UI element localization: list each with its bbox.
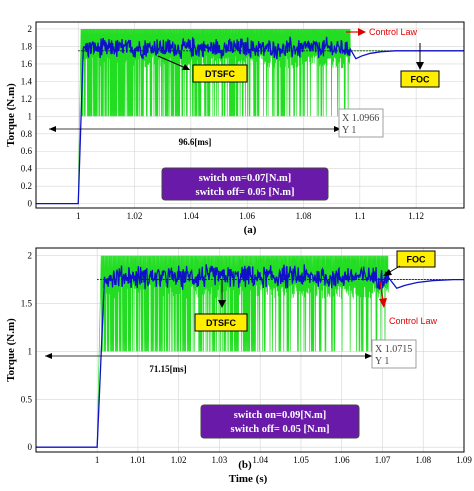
dtsfc-label-a: DTSFC bbox=[205, 69, 235, 79]
blue-torque-line bbox=[36, 36, 464, 205]
y-tick-label: 1 bbox=[28, 346, 33, 356]
switch-box-b bbox=[200, 404, 360, 439]
plot-frame-a bbox=[35, 21, 465, 209]
foc-label-box-a bbox=[400, 70, 440, 88]
x-tick-label: 1.08 bbox=[296, 211, 312, 221]
y-axis-label-b: Torque (N.m) bbox=[5, 318, 17, 382]
x-tick-label: 1.02 bbox=[127, 211, 143, 221]
datatip-box-a bbox=[338, 108, 384, 138]
datatip-x-a: X 1.0966 bbox=[342, 113, 379, 124]
measure-arrowhead-right-a bbox=[334, 126, 341, 132]
foc-arrowhead-b bbox=[383, 269, 392, 276]
datatip-box-b bbox=[371, 339, 417, 369]
dtsfc-label-box-a bbox=[192, 64, 248, 83]
y-tick-label: 0.6 bbox=[21, 146, 33, 156]
measure-arrowhead-left-a bbox=[49, 126, 56, 132]
foc-label-b: FOC bbox=[407, 255, 426, 265]
y-tick-label: 1.8 bbox=[21, 41, 33, 51]
dtsfc-label-box-b bbox=[194, 313, 248, 332]
x-tick-label: 1.02 bbox=[171, 455, 187, 465]
switch-off-b: switch off= 0.05 [N.m] bbox=[230, 424, 329, 435]
x-tick-label: 1.09 bbox=[456, 455, 472, 465]
y-tick-label: 0.4 bbox=[21, 164, 33, 174]
blue-torque-line bbox=[36, 264, 464, 448]
y-tick-label: 2 bbox=[28, 251, 33, 261]
panel-b: 1 1.01 1.02 1.03 1.04 1.05 1.06 1.07 1.08 1.09 00… bbox=[5, 247, 472, 485]
y-tick-label: 0 bbox=[28, 199, 33, 209]
control-law-arrow-line-b bbox=[379, 281, 384, 302]
x-tick-label: 1.06 bbox=[334, 455, 350, 465]
dtsfc-arrowhead-a bbox=[182, 64, 190, 70]
datatip-x-b: X 1.0715 bbox=[375, 344, 412, 355]
dtsfc-arrow-line-a bbox=[157, 55, 189, 70]
control-law-arrowhead-a bbox=[358, 28, 366, 36]
y-tick-label: 1.5 bbox=[21, 299, 33, 309]
x-ticks-b: 1 1.01 1.02 1.03 1.04 1.05 1.06 1.07 1.08 1.09 bbox=[95, 455, 472, 465]
datatip-y-b: Y 1 bbox=[375, 356, 389, 367]
caption-a: (a) bbox=[244, 224, 257, 236]
plot-frame-b bbox=[35, 247, 465, 453]
control-law-label-a: Control Law bbox=[369, 27, 418, 37]
caption-b: (b) bbox=[238, 459, 252, 471]
x-tick-label: 1.06 bbox=[239, 211, 255, 221]
blue-torque-b bbox=[36, 264, 464, 448]
switch-box-a bbox=[161, 167, 329, 201]
x-tick-label: 1.03 bbox=[212, 455, 228, 465]
foc-label-box-b bbox=[396, 250, 436, 268]
x-tick-label: 1.1 bbox=[354, 211, 365, 221]
y-tick-label: 0.2 bbox=[21, 181, 32, 191]
switch-off-a: switch off= 0.05 [N.m] bbox=[195, 187, 294, 198]
control-law-arrowhead-b bbox=[379, 298, 387, 308]
x-tick-label: 1 bbox=[95, 455, 100, 465]
x-tick-label: 1.01 bbox=[130, 455, 146, 465]
blue-torque-a bbox=[36, 36, 464, 205]
x-tick-label: 1.08 bbox=[415, 455, 431, 465]
y-tick-label: 1 bbox=[28, 111, 33, 121]
x-axis-label-b: Time (s) bbox=[229, 473, 268, 485]
control-law-label-b: Control Law bbox=[389, 316, 438, 326]
panel-a: 1 1.02 1.04 1.06 1.08 1.1 1.12 00.20.40.60.811… bbox=[5, 21, 465, 236]
y-ticks-a: 0 0.2 0.4 0.6 0.8 1 1.2 1.4 1.6 1.8 2 bbox=[21, 24, 33, 209]
y-tick-label: 0 bbox=[28, 442, 33, 452]
y-tick-label: 2 bbox=[28, 24, 33, 34]
y-tick-label: 1.6 bbox=[21, 59, 33, 69]
y-axis-label-a: Torque (N.m) bbox=[5, 83, 17, 147]
x-tick-label: 1.07 bbox=[375, 455, 391, 465]
x-ticks-a: 1 1.02 1.04 1.06 1.08 1.1 1.12 bbox=[76, 211, 424, 221]
switch-on-a: switch on=0.07[N.m] bbox=[199, 173, 292, 184]
x-tick-label: 1.12 bbox=[408, 211, 424, 221]
measure-label-b: 71.15[ms] bbox=[149, 364, 186, 374]
dtsfc-arrowhead-b bbox=[218, 300, 226, 308]
x-tick-label: 1.04 bbox=[183, 211, 199, 221]
x-tick-label: 1 bbox=[76, 211, 81, 221]
y-tick-label: 1.4 bbox=[21, 76, 33, 86]
y-tick-label: 1.2 bbox=[21, 94, 32, 104]
foc-label-a: FOC bbox=[411, 75, 430, 85]
x-tick-label: 1.04 bbox=[252, 455, 268, 465]
measure-label-a: 96.6[ms] bbox=[179, 137, 212, 147]
y-tick-label: 0.8 bbox=[21, 129, 33, 139]
measure-arrowhead-left-b bbox=[45, 353, 52, 359]
y-ticks-b: 0 0.5 1 1.5 2 bbox=[21, 251, 33, 453]
foc-arrowhead-a bbox=[416, 62, 424, 70]
dtsfc-label-b: DTSFC bbox=[206, 318, 236, 328]
measure-arrowhead-right-b bbox=[365, 353, 372, 359]
y-tick-label: 0.5 bbox=[21, 394, 33, 404]
datatip-y-a: Y 1 bbox=[342, 125, 356, 136]
switch-on-b: switch on=0.09[N.m] bbox=[234, 410, 327, 421]
green-torque-line bbox=[36, 255, 464, 448]
x-tick-label: 1.05 bbox=[293, 455, 309, 465]
